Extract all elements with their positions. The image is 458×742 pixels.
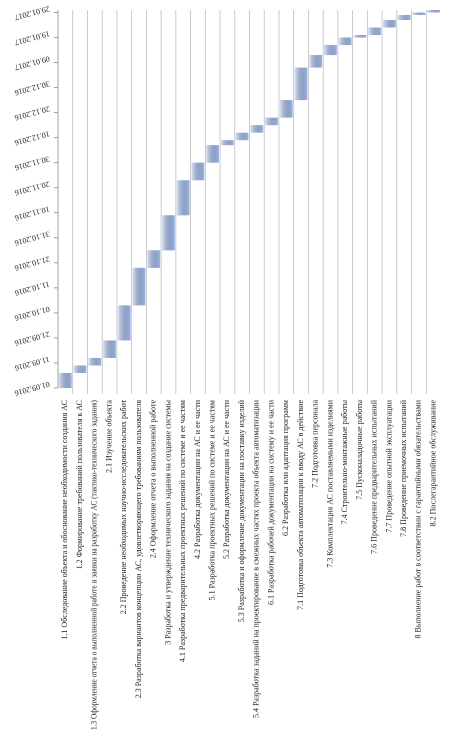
category-label: 1.2 Формирование требований пользователя… — [75, 400, 84, 569]
x-tick-label: 29.01.2017 — [14, 4, 51, 22]
gantt-bar-shade — [309, 55, 323, 68]
x-tick-label: 20.11.2016 — [14, 179, 51, 197]
category-label: 5.1 Разработка проектных решений по сист… — [208, 400, 217, 600]
gantt-bar-shade — [338, 37, 352, 46]
gantt-bar-shade — [206, 145, 220, 163]
category-label: 7.6 Проведение предварительных испытаний — [370, 399, 379, 554]
gantt-bar-shade — [324, 45, 337, 56]
category-label: 7.8 Проведение приемочных испытаний — [399, 399, 408, 537]
x-tick-label: 30.11.2016 — [14, 154, 51, 172]
category-label: 1.3 Оформление отчета о выполненной рабо… — [90, 400, 99, 730]
gantt-bar-shade — [265, 117, 278, 126]
gantt-bar-shade — [279, 100, 293, 118]
gantt-bar-shade — [191, 162, 205, 181]
category-label: 8.2 Послегарантийное обслуживание — [428, 400, 437, 527]
category-label: 5.2 Разработка документации на АС и ее ч… — [222, 399, 231, 559]
category-label: 1.1 Обследование объекта и обоснование н… — [60, 400, 69, 640]
gantt-bar-shade — [103, 340, 116, 358]
gantt-bar-shade — [294, 67, 308, 101]
gantt-bar-shade — [147, 250, 161, 268]
x-tick-label: 09.01.2017 — [14, 54, 51, 72]
category-label: 2.1 Изучение объекта — [104, 400, 113, 473]
gantt-bar-shade — [397, 15, 411, 21]
category-label: 2.3 Разработка вариантов концепции АС, у… — [134, 400, 143, 699]
category-label: 5.4 Разработка заданий на проектирование… — [252, 399, 261, 718]
gantt-bar-shade — [383, 20, 396, 28]
category-label: 2.4 Оформление отчета о выполненной рабо… — [149, 400, 158, 559]
category-label: 7.5 Пусконаладочные работы — [355, 399, 364, 499]
x-tick-label: 21.10.2016 — [14, 254, 51, 272]
gantt-bar-shade — [353, 35, 367, 38]
gantt-bar-shade — [73, 365, 87, 373]
gantt-bar-shade — [412, 12, 426, 16]
category-label: 3 Разработка и утверждение технического … — [163, 399, 172, 644]
x-tick-label: 10.11.2016 — [14, 204, 51, 222]
x-tick-label: 20.12.2016 — [14, 104, 51, 122]
x-tick-label: 31.10.2016 — [14, 229, 51, 247]
category-label: 7.7 Проведение опытной эксплуатации — [384, 399, 393, 532]
category-label: 5.3 Разработка и оформление документации… — [237, 399, 246, 622]
category-label: 8 Выполнение работ в соответствии с гара… — [414, 399, 423, 638]
gantt-bar-shade — [250, 125, 264, 133]
gantt-bar-shade — [117, 305, 131, 341]
gantt-bar-shade — [88, 357, 102, 366]
category-label: 4.1 Разработка предварительных проектных… — [178, 400, 187, 662]
category-label: 6.2 Разработка или адаптация программ — [281, 400, 290, 536]
x-tick-label: 10.12.2016 — [14, 129, 51, 147]
x-tick-label: 01.10.2016 — [14, 305, 51, 323]
gantt-bar-shade — [221, 140, 234, 146]
x-tick-label: 11.09.2016 — [14, 355, 51, 373]
category-label: 7.1 Подготовка объекта автоматизации к в… — [296, 400, 305, 610]
category-label: 6.1 Разработка рабочей документации на с… — [266, 399, 275, 605]
category-label: 2.2 Проведение необходимых научно-исслед… — [119, 400, 128, 615]
category-label: 7.3 Комплектация АС поставляемыми издели… — [325, 399, 334, 567]
x-tick-label: 01.09.2016 — [14, 380, 51, 398]
gantt-bar-shade — [162, 215, 175, 251]
x-tick-label: 19.01.2017 — [14, 29, 51, 47]
x-tick-label: 21.09.2016 — [14, 330, 51, 348]
gantt-bar-shade — [176, 180, 190, 216]
category-label: 4.2 Разработка документации на АС и ее ч… — [193, 399, 202, 559]
gantt-bar-shade — [132, 267, 146, 306]
gantt-bar-shade — [235, 132, 249, 141]
category-label: 7.4 Строительно-монтажные работы — [340, 399, 349, 524]
gantt-bar-shade — [368, 27, 382, 36]
x-tick-label: 30.12.2016 — [14, 79, 51, 97]
gantt-bar-shade — [427, 10, 440, 13]
gantt-bar-shade — [59, 372, 72, 388]
category-label: 7.2 Подготовка персонала — [311, 400, 320, 488]
x-tick-label: 11.10.2016 — [14, 280, 51, 298]
